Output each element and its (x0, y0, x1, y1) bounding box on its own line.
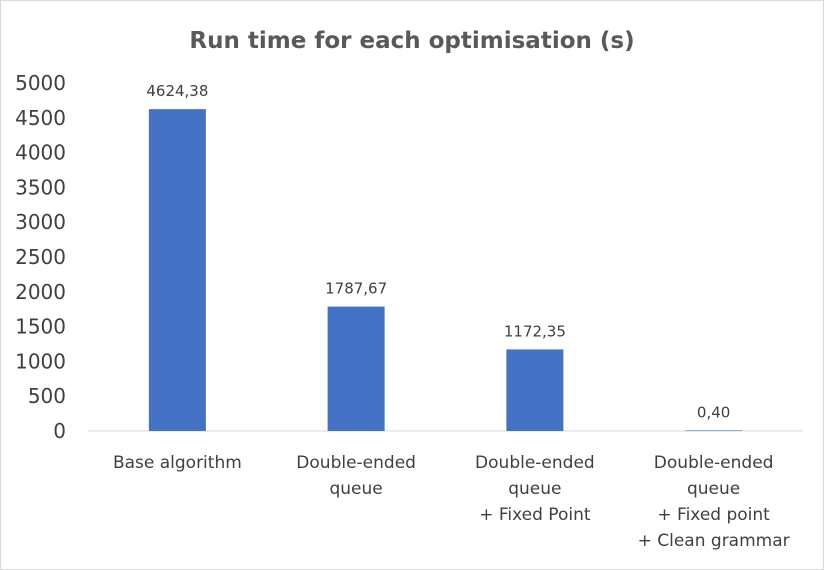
bar (148, 109, 206, 431)
bars (148, 109, 743, 431)
y-tick-label: 0 (53, 419, 66, 443)
category-label: + Clean grammar (638, 531, 790, 551)
data-label: 0,40 (697, 403, 730, 421)
bar (506, 349, 564, 431)
bar (685, 430, 743, 431)
y-tick-label: 5000 (15, 71, 66, 95)
category-label: Double-ended (296, 453, 416, 473)
category-label: queue (329, 479, 382, 499)
y-tick-label: 1500 (15, 315, 66, 339)
y-tick-label: 4000 (15, 141, 66, 165)
category-label: + Fixed point (657, 505, 770, 525)
bar (327, 306, 385, 431)
category-labels: Base algorithm Double-ended queue Double-en… (113, 453, 790, 551)
category-label: Double-ended (654, 453, 774, 473)
y-tick-label: 2000 (15, 280, 66, 304)
y-tick-label: 2500 (15, 245, 66, 269)
y-tick-label: 1000 (15, 349, 66, 373)
category-label: Base algorithm (113, 453, 242, 473)
category-label: queue (508, 479, 561, 499)
data-label: 1172,35 (504, 322, 566, 340)
y-tick-label: 3500 (15, 175, 66, 199)
data-label: 4624,38 (146, 82, 208, 100)
y-tick-label: 4500 (15, 106, 66, 130)
category-label: + Fixed Point (479, 505, 591, 525)
y-tick-label: 3000 (15, 210, 66, 234)
y-axis-ticks: 0 500 1000 1500 2000 2500 3000 3500 4000 4500 5000 (15, 71, 66, 443)
category-label: queue (687, 479, 740, 499)
data-labels: 4624,38 1787,67 1172,35 0,40 (146, 82, 730, 421)
chart-title: Run time for each optimisation (s) (189, 28, 634, 54)
data-label: 1787,67 (325, 280, 387, 298)
category-label: Double-ended (475, 453, 595, 473)
y-tick-label: 500 (28, 384, 66, 408)
